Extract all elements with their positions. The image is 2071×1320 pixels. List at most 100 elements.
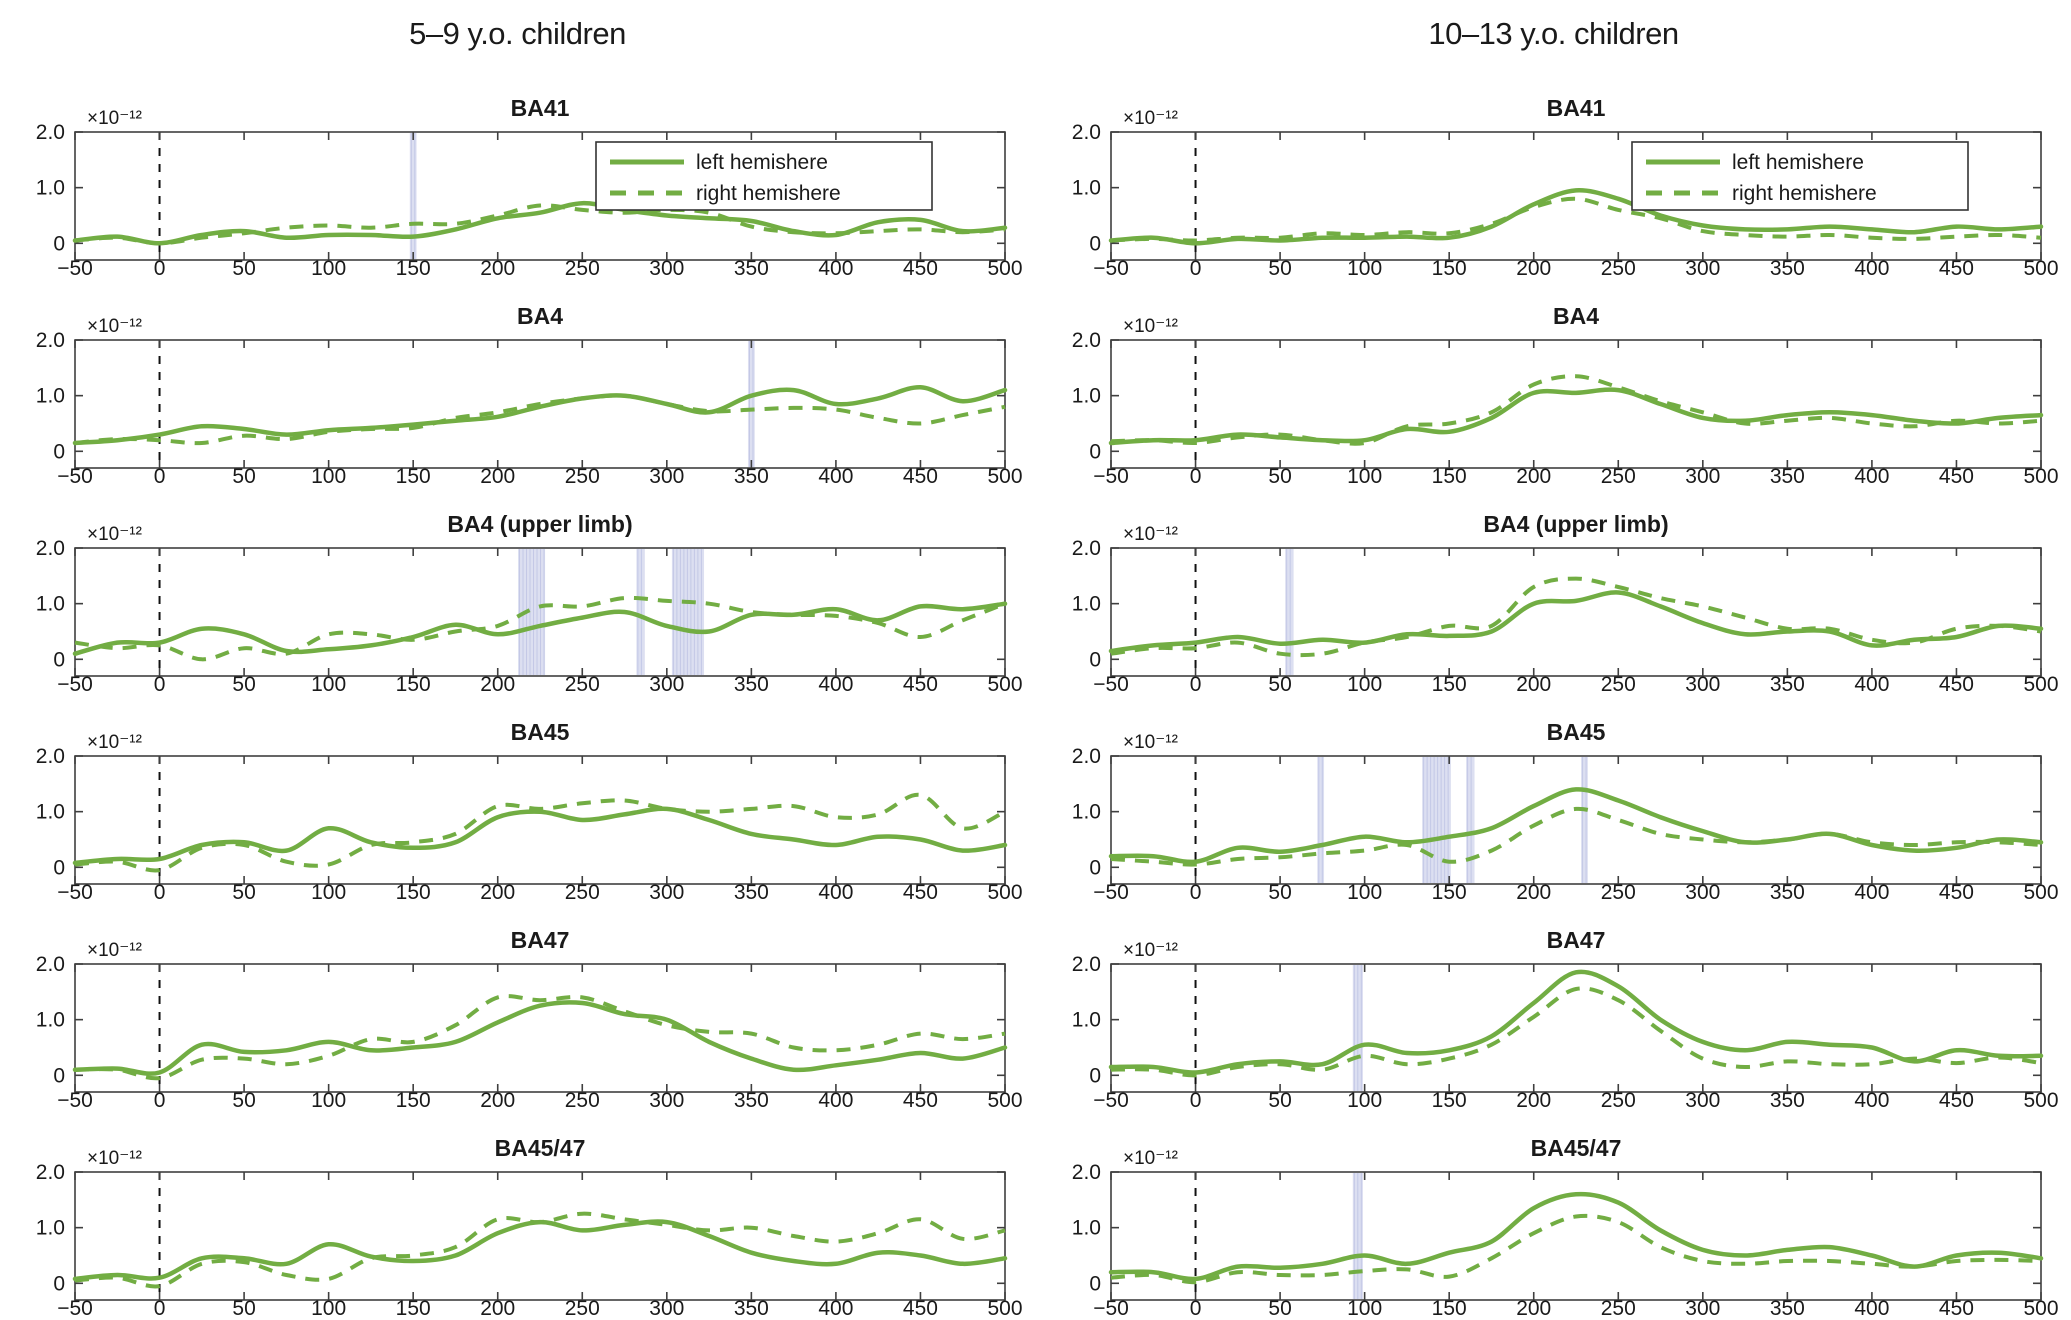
subplot-left-ba4: −50 0 50 100 150 200 250 300 350 400 450 500 0 1.0 2.0… xyxy=(0,280,1035,488)
subplot-title: BA45/47 xyxy=(1531,1135,1622,1161)
y-tick-label: 2.0 xyxy=(1072,537,1101,560)
x-tick-label: 300 xyxy=(1685,257,1720,280)
y-tick-label: 0 xyxy=(1089,440,1101,463)
series-right-hemisphere-path xyxy=(74,994,1006,1081)
x-tick-label: −50 xyxy=(57,465,93,488)
y-tick-label: 2.0 xyxy=(36,953,65,976)
x-tick-label: −50 xyxy=(1093,1297,1129,1320)
plot-canvas: −50 0 50 100 150 200 250 300 350 400 450 50001.02.0… xyxy=(36,511,1023,696)
x-tick-label: 250 xyxy=(565,881,600,904)
x-tick-label: −50 xyxy=(1093,1089,1129,1112)
x-tick-label: 300 xyxy=(649,881,684,904)
x-tick-label: 500 xyxy=(987,1297,1022,1320)
x-tick-label: 350 xyxy=(734,465,769,488)
plot-canvas: −50 0 50 100 150 200 250 300 350 400 450 50001.02.0… xyxy=(36,95,1023,280)
axis-box xyxy=(1110,547,2042,677)
x-tick-label: 150 xyxy=(396,257,431,280)
x-tick-label: 150 xyxy=(1432,1297,1467,1320)
x-tick-label: 0 xyxy=(154,1297,166,1320)
x-tick-label: 0 xyxy=(1190,257,1202,280)
x-tick-label: 300 xyxy=(1685,673,1720,696)
subplot-left-ba45-47: −50 0 50 100 150 200 250 300 350 400 450 500 0 1.0 2.0… xyxy=(0,1112,1035,1320)
series-left-hemisphere-path xyxy=(72,385,1008,446)
x-tick-label: 400 xyxy=(818,465,853,488)
x-tick-label: 150 xyxy=(1432,465,1467,488)
x-tick-label: −50 xyxy=(1093,465,1129,488)
axis-box xyxy=(74,547,1006,677)
series-right-hemisphere-path xyxy=(74,792,1006,873)
x-tick-label: 500 xyxy=(987,1089,1022,1112)
y-tick-label: 1.0 xyxy=(36,801,65,824)
y-axis-offset-label: ×10⁻¹² xyxy=(1123,108,1178,129)
y-tick-label: 0 xyxy=(1089,1064,1101,1087)
x-tick-label: −50 xyxy=(1093,257,1129,280)
x-tick-label: 400 xyxy=(1854,673,1889,696)
plot-canvas: −50 0 50 100 150 200 250 300 350 400 450 50001.02.0… xyxy=(1072,511,2059,696)
column-title-young-children: 5–9 y.o. children xyxy=(409,16,626,51)
x-tick-label: 200 xyxy=(480,257,515,280)
y-tick-label: 0 xyxy=(1089,856,1101,879)
x-tick-label: 100 xyxy=(1347,1297,1382,1320)
x-tick-label: 500 xyxy=(987,257,1022,280)
x-tick-label: 150 xyxy=(396,673,431,696)
x-tick-label: 150 xyxy=(396,465,431,488)
legend-entry-right-hemisphere: right hemishere xyxy=(1732,182,1877,205)
x-tick-label: 450 xyxy=(903,1089,938,1112)
significance-band xyxy=(1422,757,1451,883)
x-tick-label: 350 xyxy=(734,673,769,696)
y-axis-offset-label: ×10⁻¹² xyxy=(87,940,142,961)
series-left-hemisphere-path xyxy=(1108,1191,2044,1282)
x-tick-label: 100 xyxy=(311,673,346,696)
subplot-left-ba41: −50 0 50 100 150 200 250 300 350 400 450 500 0 1.0 2.0… xyxy=(0,72,1035,280)
x-tick-label: 400 xyxy=(818,881,853,904)
x-tick-label: 250 xyxy=(1601,1297,1636,1320)
axis-box xyxy=(1110,339,2042,469)
x-tick-label: 500 xyxy=(2023,1297,2058,1320)
x-tick-label: 350 xyxy=(734,881,769,904)
x-tick-label: 450 xyxy=(903,673,938,696)
subplot-title: BA41 xyxy=(511,95,570,121)
x-tick-label: 50 xyxy=(1268,673,1291,696)
subplot-right-ba4-upper-limb-: −50 0 50 100 150 200 250 300 350 400 450 500 0 1.0 2.0… xyxy=(1036,488,2071,696)
x-tick-label: 500 xyxy=(987,673,1022,696)
x-tick-label: −50 xyxy=(1093,673,1129,696)
x-tick-label: −50 xyxy=(1093,881,1129,904)
subplot-title: BA4 (upper limb) xyxy=(1483,511,1668,537)
x-tick-label: 150 xyxy=(1432,257,1467,280)
x-tick-label: 50 xyxy=(232,257,255,280)
x-tick-label: 350 xyxy=(1770,257,1805,280)
x-tick-label: 0 xyxy=(1190,1089,1202,1112)
series-left-hemisphere-path xyxy=(1108,188,2044,246)
significance-band xyxy=(1581,757,1588,883)
y-tick-label: 0 xyxy=(53,232,65,255)
x-tick-label: 250 xyxy=(565,673,600,696)
series-left-hemisphere-path xyxy=(1108,787,2044,865)
x-tick-label: 100 xyxy=(311,465,346,488)
subplot-title: BA47 xyxy=(1547,927,1606,953)
subplot-right-ba45-47: −50 0 50 100 150 200 250 300 350 400 450 500 0 1.0 2.0… xyxy=(1036,1112,2071,1320)
axis-box xyxy=(74,755,1006,885)
x-tick-label: 300 xyxy=(649,673,684,696)
y-axis-offset-label: ×10⁻¹² xyxy=(1123,524,1178,545)
x-tick-label: 450 xyxy=(903,465,938,488)
x-tick-label: 450 xyxy=(1939,673,1974,696)
y-axis-offset-label: ×10⁻¹² xyxy=(87,316,142,337)
subplot-title: BA45 xyxy=(1547,719,1606,745)
y-tick-label: 0 xyxy=(1089,232,1101,255)
y-tick-label: 2.0 xyxy=(36,537,65,560)
x-tick-label: 150 xyxy=(396,1089,431,1112)
x-tick-label: 450 xyxy=(1939,881,1974,904)
y-tick-label: 0 xyxy=(1089,1272,1101,1295)
y-axis-offset-label: ×10⁻¹² xyxy=(1123,732,1178,753)
x-tick-label: 200 xyxy=(480,465,515,488)
x-tick-label: 500 xyxy=(987,465,1022,488)
series-right-hemisphere-path xyxy=(74,595,1006,662)
x-tick-label: 50 xyxy=(1268,1297,1291,1320)
x-tick-label: 250 xyxy=(1601,1089,1636,1112)
series-right-hemisphere-path xyxy=(1110,986,2042,1078)
y-tick-label: 2.0 xyxy=(36,745,65,768)
y-tick-label: 1.0 xyxy=(36,177,65,200)
x-tick-label: 450 xyxy=(903,257,938,280)
subplot-title: BA45/47 xyxy=(495,1135,586,1161)
x-tick-label: 50 xyxy=(232,673,255,696)
